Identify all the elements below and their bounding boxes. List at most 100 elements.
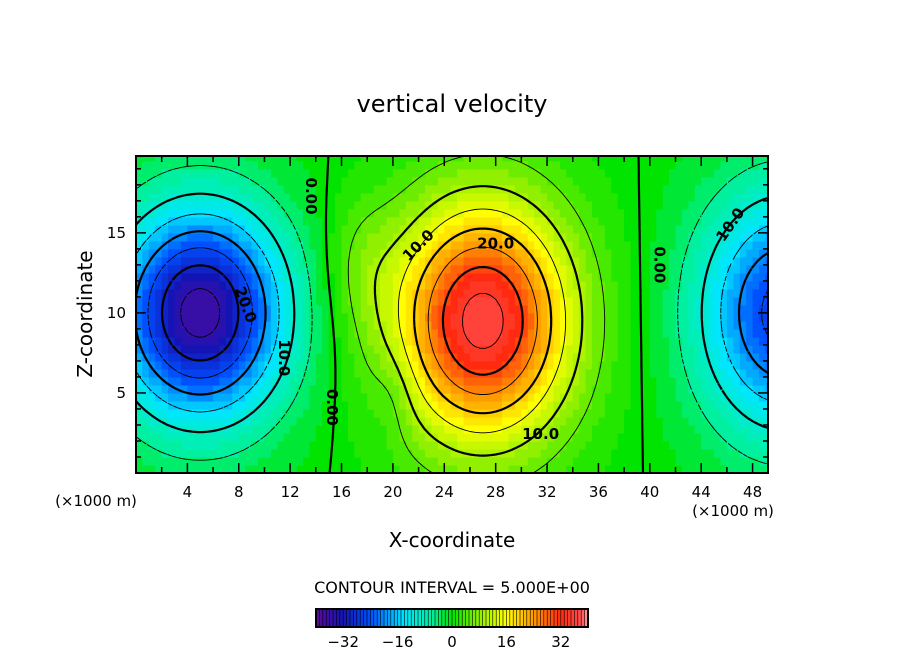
heatmap-cell (553, 232, 561, 242)
heatmap-cell (392, 304, 400, 314)
heatmap-cell (604, 456, 612, 466)
heatmap-cell (431, 184, 439, 194)
heatmap-cell (521, 176, 529, 186)
heatmap-cell (726, 352, 734, 362)
heatmap-cell (399, 400, 407, 410)
heatmap-cell (245, 376, 253, 386)
heatmap-cell (277, 464, 285, 474)
heatmap-cell (585, 352, 593, 362)
heatmap-cell (302, 296, 311, 306)
heatmap-cell (245, 160, 253, 170)
heatmap-cell (309, 256, 317, 266)
heatmap-cell (617, 192, 625, 202)
heatmap-cell (277, 288, 285, 298)
heatmap-cell (437, 448, 445, 458)
heatmap-cell (572, 376, 580, 386)
heatmap-cell (662, 456, 670, 466)
heatmap-cell (521, 328, 529, 338)
heatmap-cell (450, 328, 458, 338)
heatmap-cell (669, 328, 677, 338)
heatmap-cell (759, 248, 767, 258)
heatmap-cell (148, 360, 156, 370)
heatmap-cell (148, 216, 156, 226)
heatmap-cell (624, 296, 632, 306)
heatmap-cell (572, 464, 580, 474)
heatmap-cell (688, 156, 696, 162)
heatmap-cell (630, 368, 638, 378)
heatmap-cell (720, 344, 728, 354)
heatmap-cell (309, 312, 317, 322)
heatmap-cell (431, 336, 439, 346)
heatmap-cell (752, 208, 760, 218)
heatmap-cell (341, 336, 349, 346)
heatmap-cell (662, 224, 670, 234)
heatmap-cell (380, 216, 388, 226)
heatmap-cell (161, 432, 169, 442)
heatmap-cell (553, 328, 561, 338)
heatmap-cell (559, 384, 567, 394)
heatmap-cell (251, 200, 259, 210)
heatmap-cell (534, 184, 542, 194)
heatmap-cell (566, 280, 574, 290)
heatmap-cell (617, 344, 625, 354)
heatmap-cell (489, 464, 497, 474)
heatmap-cell (232, 248, 240, 258)
heatmap-cell (476, 432, 484, 442)
heatmap-cell (155, 464, 163, 474)
heatmap-cell (592, 304, 600, 314)
heatmap-cell (155, 352, 163, 362)
heatmap-cell (636, 384, 644, 394)
heatmap-cell (604, 360, 612, 370)
heatmap-cell (283, 304, 291, 314)
heatmap-cell (694, 360, 702, 370)
heatmap-cell (264, 192, 272, 202)
heatmap-cell (386, 408, 394, 418)
heatmap-cell (174, 240, 182, 250)
heatmap-cell (514, 408, 522, 418)
heatmap-cell (180, 208, 188, 218)
heatmap-cell (617, 160, 625, 170)
heatmap-cell (225, 264, 233, 274)
heatmap-cell (656, 272, 664, 282)
heatmap-cell (264, 360, 272, 370)
heatmap-cell (418, 368, 426, 378)
heatmap-cell (508, 184, 516, 194)
heatmap-cell (187, 432, 195, 442)
heatmap-cell (270, 352, 278, 362)
heatmap-cell (720, 208, 728, 218)
heatmap-cell (354, 176, 362, 186)
heatmap-cell (726, 304, 734, 314)
heatmap-cell (405, 320, 413, 330)
heatmap-cell (547, 352, 555, 362)
heatmap-cell (752, 200, 760, 210)
heatmap-cell (752, 272, 760, 282)
heatmap-cell (174, 448, 182, 458)
heatmap-cell (688, 296, 696, 306)
heatmap-cell (347, 160, 355, 170)
heatmap-cell (437, 156, 445, 162)
heatmap-cell (328, 224, 336, 234)
heatmap-cell (283, 232, 291, 242)
heatmap-cell (669, 416, 677, 426)
heatmap-cell (508, 448, 516, 458)
heatmap-cell (656, 280, 664, 290)
heatmap-cell (707, 192, 715, 202)
heatmap-cell (701, 184, 709, 194)
heatmap-cell (148, 176, 156, 186)
heatmap-cell (347, 312, 355, 322)
heatmap-cell (270, 336, 278, 346)
heatmap-cell (193, 192, 201, 202)
heatmap-cell (425, 176, 433, 186)
heatmap-cell (534, 416, 542, 426)
heatmap-cell (412, 440, 420, 450)
heatmap-cell (155, 208, 163, 218)
heatmap-cell (688, 384, 696, 394)
heatmap-cell (232, 160, 240, 170)
heatmap-cell (726, 264, 734, 274)
heatmap-cell (270, 216, 278, 226)
heatmap-cell (347, 368, 355, 378)
heatmap-cell (174, 464, 182, 474)
heatmap-cell (598, 200, 606, 210)
heatmap-cell (514, 216, 522, 226)
heatmap-cell (476, 320, 484, 330)
